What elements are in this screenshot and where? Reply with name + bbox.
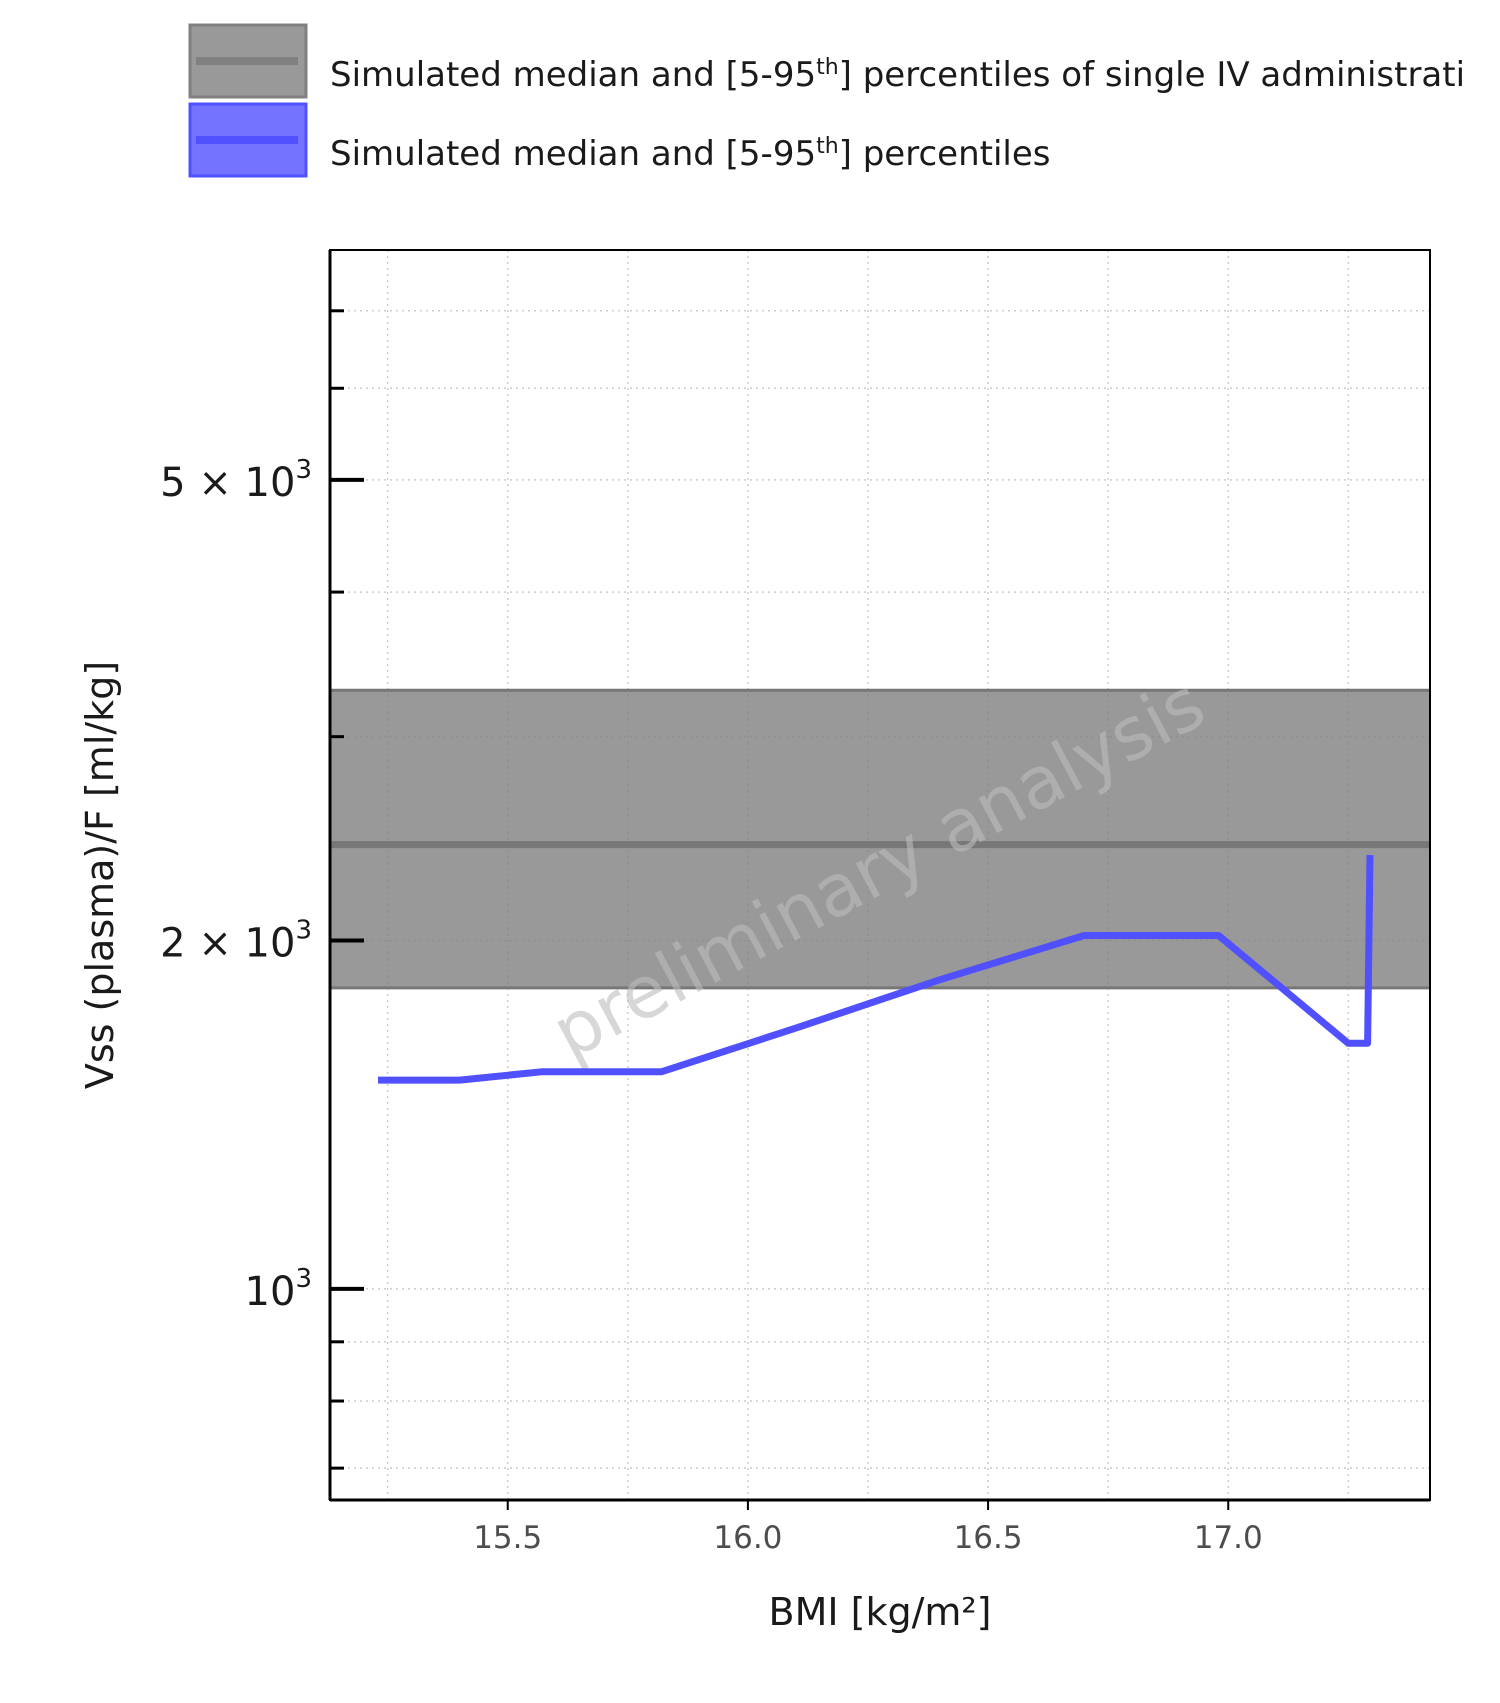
x-axis-label: BMI [kg/m²] [769, 1590, 992, 1634]
reference-band-area [330, 690, 1430, 988]
series-line [378, 855, 1374, 1084]
y-axis-label: Vss (plasma)/F [ml/kg] [78, 661, 122, 1089]
y-tick-label: 2 × 103 [160, 915, 312, 966]
legend-item-simulated: Simulated median and [5-95th] percentile… [188, 102, 1050, 178]
legend: Simulated median and [5-95th] percentile… [188, 23, 1465, 178]
legend-item-reference: Simulated median and [5-95th] percentile… [188, 23, 1465, 99]
plot-area: preliminary analysis [328, 249, 1431, 1502]
y-axis-ticks: 103 2 × 103 5 × 103 [160, 309, 364, 1470]
x-tick-label: 17.0 [1194, 1520, 1263, 1556]
reference-band [330, 688, 1430, 990]
x-tick-label: 15.5 [473, 1520, 542, 1556]
y-tick-label: 5 × 103 [160, 455, 312, 506]
legend-label-simulated: Simulated median and [5-95th] percentile… [330, 134, 1050, 174]
x-tick-label: 16.0 [713, 1520, 782, 1556]
x-axis-ticks: 15.5 16.0 16.5 17.0 [473, 1500, 1263, 1556]
y-tick-label: 103 [245, 1264, 312, 1315]
x-tick-label: 16.5 [954, 1520, 1023, 1556]
legend-label-reference: Simulated median and [5-95th] percentile… [330, 55, 1465, 95]
